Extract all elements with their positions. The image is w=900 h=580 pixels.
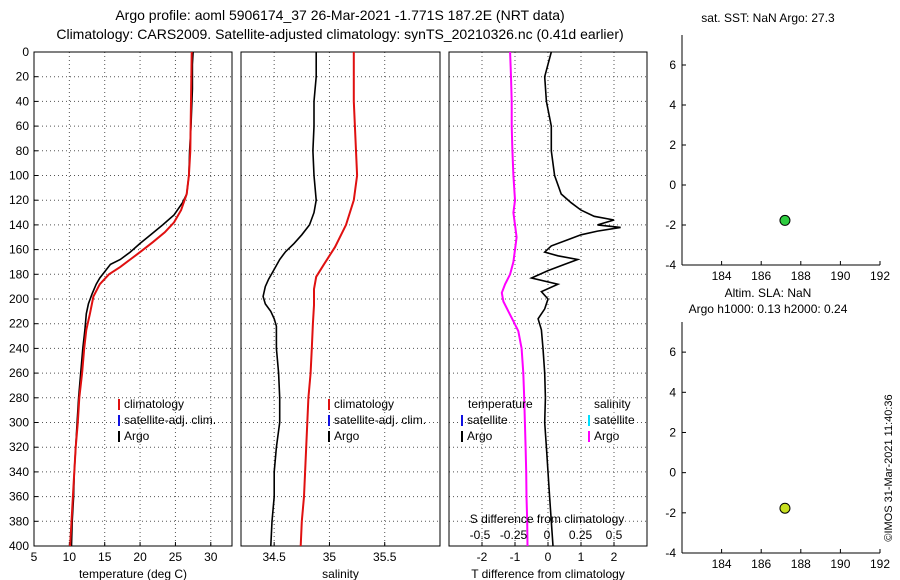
- sst-panel: -4 -2 0 2 4 6 184 186 188 190 192 sat. SST: NaN Arg…: [665, 11, 890, 283]
- y-tick-label: 0: [22, 45, 29, 59]
- y-tick-label: 360: [9, 490, 29, 504]
- legend-label: Argo: [124, 429, 150, 443]
- y-tick-label: 4: [669, 98, 676, 112]
- y-tick-label: 100: [9, 169, 29, 183]
- legend-label: Argo: [467, 429, 493, 443]
- x-tick-label: 2: [611, 550, 618, 564]
- x-axis-label: temperature (deg C): [79, 567, 187, 580]
- x-tick-label: 35.5: [373, 550, 397, 564]
- y-tick-label: 4: [669, 385, 676, 399]
- legend-label: satellite: [594, 413, 635, 427]
- y-tick-label: 6: [669, 345, 676, 359]
- panel-subtitle: Argo h1000: 0.13 h2000: 0.24: [689, 302, 848, 316]
- y-tick-label: 40: [16, 94, 30, 108]
- y-tick-label: 80: [16, 144, 30, 158]
- y-tick-label: 160: [9, 243, 29, 257]
- x-tick-label: 190: [830, 557, 850, 571]
- imos-timestamp: ©IMOS 31-Mar-2021 11:40:36: [883, 394, 895, 541]
- data-point: [779, 502, 791, 514]
- x-tick-label: 5: [31, 550, 38, 564]
- secondary-x-tick-label: 0.5: [606, 528, 623, 542]
- y-tick-label: 380: [9, 514, 29, 528]
- y-tick-label: 2: [669, 138, 676, 152]
- y-tick-label: 120: [9, 193, 29, 207]
- temperature-panel: 5 10 15 20 25 3002040608010012014016018020022…: [9, 45, 233, 580]
- y-tick-label: 140: [9, 218, 29, 232]
- y-tick-label: 260: [9, 366, 29, 380]
- x-tick-label: 186: [751, 269, 771, 283]
- secondary-x-tick-label: 0.25: [569, 528, 593, 542]
- legend-label: Argo: [594, 429, 620, 443]
- legend-label: satellite-adj. clim.: [334, 413, 426, 427]
- y-tick-label: 20: [16, 70, 30, 84]
- y-tick-label: -2: [665, 506, 676, 520]
- x-tick-label: 192: [870, 557, 890, 571]
- x-tick-label: 190: [830, 269, 850, 283]
- x-tick-label: 0: [545, 550, 552, 564]
- x-tick-label: 188: [791, 269, 811, 283]
- x-tick-label: 186: [751, 557, 771, 571]
- x-tick-label: 30: [204, 550, 218, 564]
- x-tick-label: -1: [510, 550, 521, 564]
- x-tick-label: 10: [63, 550, 77, 564]
- title-line-1: Argo profile: aoml 5906174_37 26-Mar-202…: [115, 7, 564, 23]
- y-tick-label: 0: [669, 466, 676, 480]
- difference-panel: -2 -1 0 1 2 T difference from climatology S di…: [448, 51, 648, 580]
- series-line-climatology: [299, 52, 359, 547]
- title-line-2: Climatology: CARS2009. Satellite-adjuste…: [56, 26, 623, 42]
- x-axis-label: salinity: [322, 567, 359, 580]
- series-line-argo: [262, 52, 318, 547]
- secondary-x-tick-label: 0: [544, 528, 551, 542]
- y-tick-label: -4: [665, 258, 676, 272]
- x-tick-label: 188: [791, 557, 811, 571]
- secondary-x-tick-label: -0.5: [470, 528, 491, 542]
- salinity-panel: 34.5 35 35.5 salinity climatology satellite-a…: [240, 51, 441, 580]
- secondary-x-axis-label: S difference from climatology: [470, 512, 625, 526]
- x-tick-label: 25: [169, 550, 183, 564]
- x-tick-label: 15: [98, 550, 112, 564]
- legend-label: climatology: [124, 397, 184, 411]
- data-point: [779, 214, 791, 226]
- y-tick-label: 400: [9, 539, 29, 553]
- plot-frame: [240, 51, 441, 547]
- x-tick-label: 184: [712, 557, 732, 571]
- y-tick-label: 340: [9, 465, 29, 479]
- legend-label: satellite: [467, 413, 508, 427]
- y-tick-label: 2: [669, 425, 676, 439]
- y-tick-label: 320: [9, 440, 29, 454]
- secondary-x-tick-label: -0.25: [500, 528, 528, 542]
- x-tick-label: 35: [323, 550, 337, 564]
- y-tick-label: -4: [665, 546, 676, 560]
- sla-panel: -4 -2 0 2 4 6 184 186 188 190 192 Altim. SLA: NaN Ar…: [665, 286, 890, 571]
- series-line-s-difference-argo-: [500, 51, 529, 547]
- x-tick-label: 34.5: [262, 550, 286, 564]
- y-tick-label: 200: [9, 292, 29, 306]
- panel-title: Altim. SLA: NaN: [725, 286, 812, 300]
- x-tick-label: 192: [870, 269, 890, 283]
- panel-title: sat. SST: NaN Argo: 27.3: [701, 11, 835, 25]
- series-line-t-difference-argo-: [529, 51, 621, 547]
- y-tick-label: 60: [16, 119, 30, 133]
- x-tick-label: 20: [133, 550, 147, 564]
- x-tick-label: -2: [477, 550, 488, 564]
- legend-label: satellite-adj. clim.: [124, 413, 216, 427]
- legend-title-salinity: salinity: [594, 397, 631, 411]
- y-tick-label: 0: [669, 178, 676, 192]
- y-tick-label: 220: [9, 317, 29, 331]
- y-tick-label: 300: [9, 416, 29, 430]
- legend-label: Argo: [334, 429, 360, 443]
- x-tick-label: 1: [578, 550, 585, 564]
- y-tick-label: -2: [665, 218, 676, 232]
- x-axis-label: T difference from climatology: [471, 567, 625, 580]
- y-tick-label: 180: [9, 267, 29, 281]
- x-tick-label: 184: [712, 269, 732, 283]
- legend-label: climatology: [334, 397, 394, 411]
- series-line-climatology: [69, 51, 193, 547]
- y-tick-label: 240: [9, 341, 29, 355]
- legend-title-temperature: temperature: [468, 397, 533, 411]
- y-tick-label: 6: [669, 58, 676, 72]
- y-tick-label: 280: [9, 391, 29, 405]
